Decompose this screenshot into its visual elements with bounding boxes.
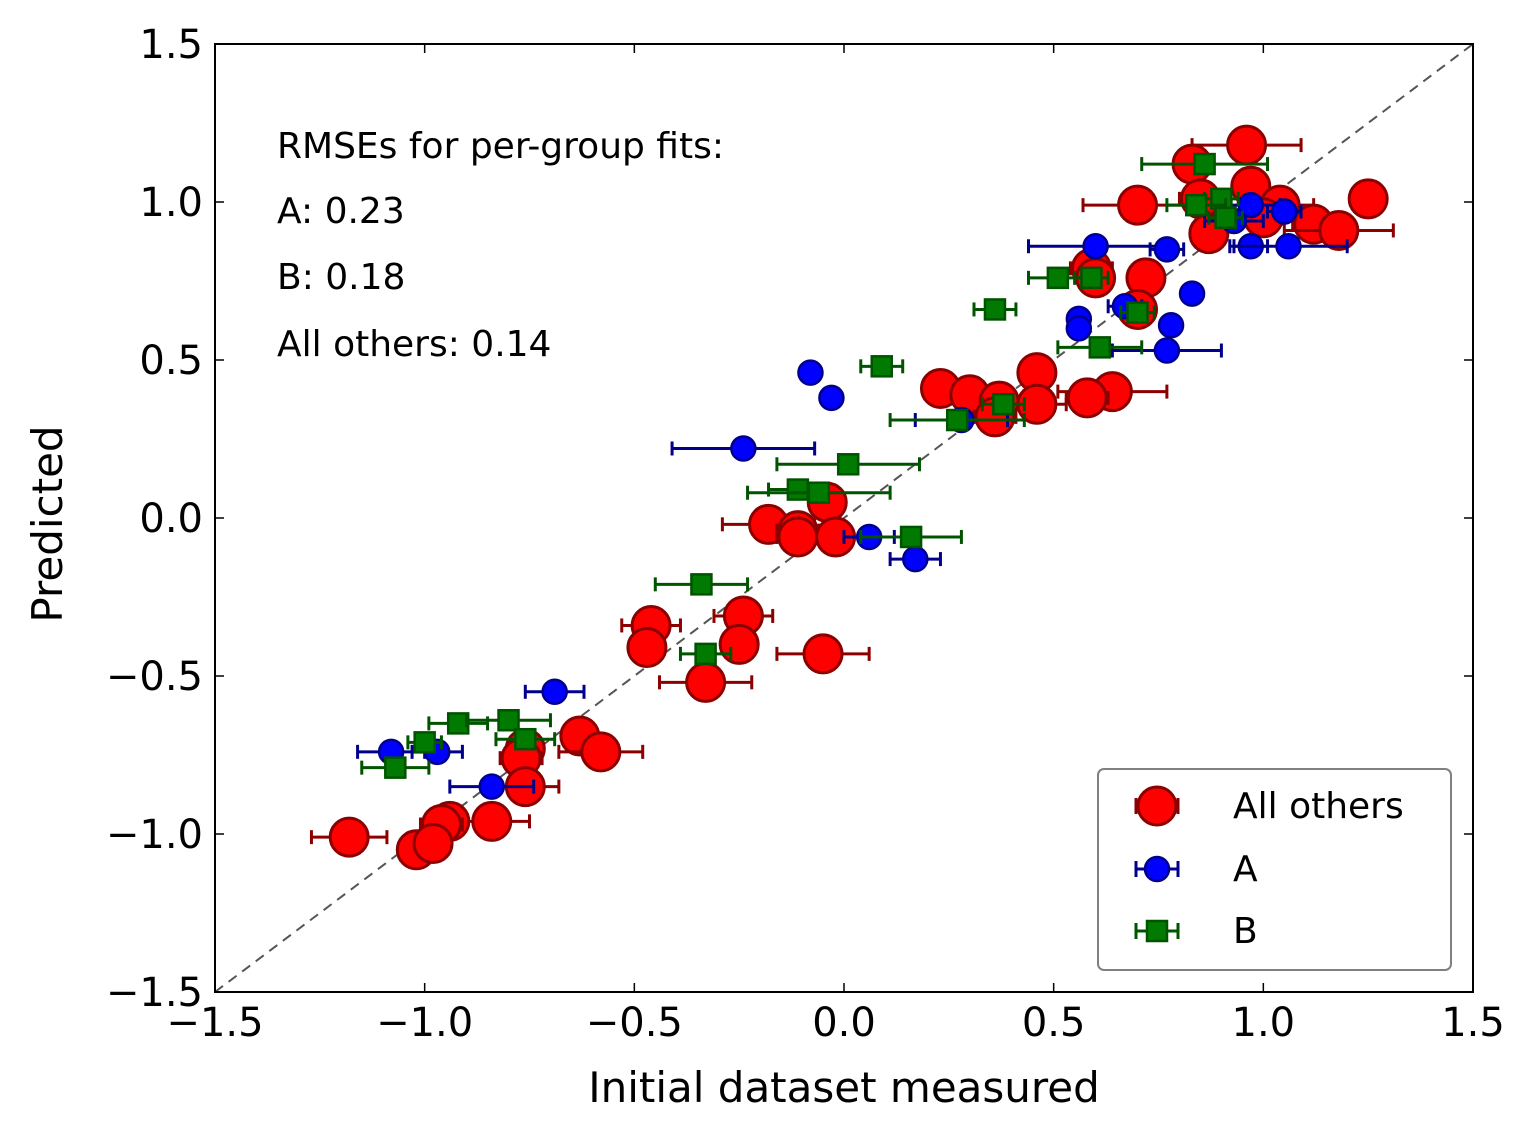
series-b	[360, 152, 1270, 779]
x-tick-label: 1.5	[1441, 1000, 1505, 1046]
data-point-square	[807, 481, 831, 504]
data-point	[818, 384, 845, 412]
y-tick-label: −1.5	[106, 970, 203, 1016]
data-point-square	[1214, 206, 1237, 230]
data-point	[1066, 377, 1108, 419]
series-a	[356, 191, 1349, 800]
y-tick-label: −1.0	[106, 812, 203, 858]
data-point	[777, 516, 819, 558]
data-point-square	[514, 727, 537, 751]
data-point-square	[384, 756, 407, 779]
data-point-square	[1126, 301, 1149, 324]
data-point-square	[694, 642, 717, 666]
data-point	[1275, 232, 1302, 260]
data-point	[541, 678, 568, 706]
data-point	[478, 773, 506, 800]
data-point-square	[899, 525, 923, 549]
data-point-square	[1193, 152, 1216, 176]
x-axis-title: Initial dataset measured	[588, 1063, 1100, 1112]
data-point-square	[992, 392, 1015, 416]
data-point-square	[1046, 266, 1070, 290]
data-point	[1153, 337, 1181, 364]
x-tick-label: −1.5	[166, 1000, 263, 1046]
legend-label: All others	[1233, 786, 1404, 827]
data-point	[1153, 236, 1181, 263]
data-point	[718, 623, 760, 665]
data-point	[1271, 198, 1298, 225]
legend-box	[1097, 768, 1452, 971]
y-tick-label: −0.5	[106, 654, 203, 700]
data-point-square	[497, 708, 520, 732]
legend: All others A B	[1097, 768, 1452, 971]
y-tick-label: 1.0	[139, 180, 203, 226]
data-point	[1082, 232, 1109, 260]
data-point	[412, 822, 454, 864]
data-point	[1226, 124, 1268, 166]
data-point	[328, 816, 370, 858]
data-point-square	[690, 573, 713, 596]
data-point	[902, 545, 929, 573]
legend-marker	[1143, 855, 1171, 883]
y-axis-title: Predicted	[23, 425, 72, 622]
legend-marker	[1136, 785, 1178, 827]
data-point	[685, 661, 727, 703]
data-point-square	[1184, 193, 1208, 217]
data-point	[1347, 178, 1389, 220]
data-point-square	[836, 453, 860, 476]
data-point	[1157, 311, 1185, 339]
data-point-square	[413, 731, 436, 754]
data-point-square	[1088, 336, 1112, 359]
x-tick-label: 0.5	[1022, 1000, 1086, 1046]
data-point	[580, 731, 622, 773]
y-tick-label: 0.0	[139, 496, 203, 542]
series-all-others	[309, 124, 1395, 871]
data-point-square	[786, 478, 810, 501]
data-point	[626, 627, 668, 669]
annotation-line: RMSEs for per-group fits:	[277, 126, 724, 167]
data-point	[802, 633, 844, 675]
x-tick-label: 1.0	[1232, 1000, 1296, 1046]
x-tick-label: −0.5	[586, 1000, 683, 1046]
legend-marker	[1145, 919, 1169, 943]
data-point	[1178, 280, 1206, 307]
annotation-line: B: 0.18	[277, 257, 405, 298]
y-tick-label: 1.5	[139, 22, 203, 68]
data-point	[1065, 315, 1093, 342]
y-tick-label: 0.5	[139, 338, 203, 384]
annotation-line: A: 0.23	[277, 191, 405, 232]
data-point	[471, 800, 513, 842]
legend-label: A	[1233, 849, 1258, 890]
data-point-square	[1080, 266, 1103, 290]
data-point-square	[945, 408, 969, 432]
data-point	[1318, 209, 1360, 251]
x-tick-label: −1.0	[376, 1000, 473, 1046]
x-tick-label: 0.0	[812, 1000, 876, 1046]
legend-label: B	[1233, 911, 1258, 952]
data-point-square	[870, 355, 893, 378]
data-point	[797, 359, 824, 386]
data-point	[1117, 184, 1159, 226]
data-point-square	[446, 712, 470, 735]
data-point-square	[983, 298, 1007, 321]
annotation-line: All others: 0.14	[277, 324, 551, 365]
rmse-annotation: RMSEs for per-group fits: A: 0.23 B: 0.1…	[277, 126, 724, 365]
data-point	[730, 435, 757, 462]
